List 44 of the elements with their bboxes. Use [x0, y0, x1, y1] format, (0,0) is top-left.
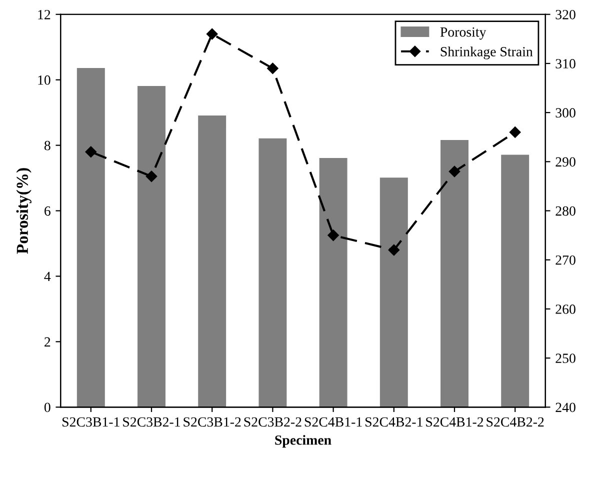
legend-label: Shrinkage Strain [440, 46, 533, 60]
y-tick-label: 2 [44, 337, 50, 347]
y2-tick-label: 240 [556, 402, 576, 412]
y2-tick-label: 250 [556, 354, 576, 364]
point [267, 62, 278, 74]
x-tick-label: S2C4B1-1 [304, 417, 362, 427]
bar [76, 68, 105, 408]
y2-tick-label: 290 [556, 157, 576, 167]
y-tick-label: 8 [44, 140, 50, 150]
point [85, 146, 97, 158]
point [328, 230, 339, 241]
point [509, 126, 521, 138]
y-tick-label: 4 [44, 272, 51, 282]
bar [258, 138, 287, 408]
y2-tick-label: 300 [556, 108, 576, 118]
bar [198, 115, 226, 408]
y-tick-label: 0 [44, 402, 50, 412]
bar [380, 178, 408, 408]
y-tick-label: 12 [38, 10, 50, 20]
point [206, 28, 218, 40]
y2-tick-label: 260 [556, 304, 576, 314]
x-tick-label: S2C3B2-2 [244, 417, 302, 427]
x-tick-label: S2C3B1-1 [62, 417, 120, 427]
x-tick-label: S2C4B1-2 [426, 417, 484, 427]
point [448, 166, 460, 178]
bar [138, 86, 166, 408]
y2-tick-label: 280 [556, 206, 576, 216]
bar [319, 158, 348, 408]
point [146, 170, 158, 182]
y-tick-label: 6 [44, 206, 50, 216]
x-axis-title: Specimen [275, 435, 332, 448]
legend-label: Porosity [440, 27, 486, 40]
x-tick-label: S2C4B2-2 [486, 417, 544, 427]
x-tick-label: S2C3B1-2 [184, 417, 241, 427]
bar [440, 140, 468, 408]
y2-tick-label: 270 [556, 255, 576, 265]
y-axis-title: Porosity(%) [16, 168, 32, 254]
y2-tick-label: 320 [556, 10, 576, 20]
point [388, 244, 400, 256]
y2-tick-label: 310 [556, 59, 576, 68]
bar [501, 154, 530, 408]
x-tick-label: S2C4B2-1 [366, 417, 422, 427]
y-tick-label: 10 [38, 75, 50, 85]
x-tick-label: S2C3B2-1 [123, 417, 180, 427]
